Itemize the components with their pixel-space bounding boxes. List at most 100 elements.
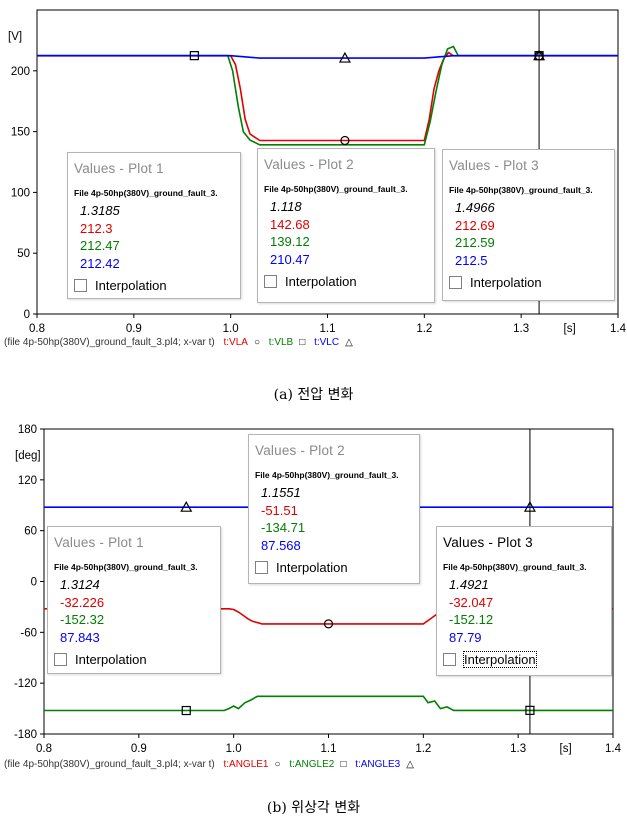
chart-b-ytick-label: -180 <box>14 729 37 741</box>
values-plot-2-panel[interactable]: Values - Plot 2 File 4p-50hp(380V)_groun… <box>257 148 435 303</box>
value-time: 1.1551 <box>261 485 301 500</box>
angle-figure: -180 -120 -60 0 60 120 180 [deg] 0.8 0.9 1.0 1.1 1.2… <box>0 422 627 782</box>
legend-vlb: t:VLB <box>268 337 294 348</box>
values-panel-title: Values - Plot 3 <box>443 535 533 550</box>
chart-a-xtick-label: 1.0 <box>223 323 239 335</box>
value-angle1: -32.226 <box>60 594 105 610</box>
legend-vla: t:VLA <box>223 337 248 348</box>
legend-vlc-marker-icon: △ <box>345 337 353 348</box>
chart-a-xtick-label: 1.3 <box>513 323 529 335</box>
interpolation-option[interactable]: Interpolation <box>255 560 419 575</box>
interpolation-option[interactable]: Interpolation <box>443 651 611 668</box>
value-angle3: 87.79 <box>449 629 482 645</box>
interpolation-checkbox[interactable] <box>74 279 87 292</box>
values-panel-file: File 4p-50hp(380V)_ground_fault_3. <box>264 184 408 194</box>
angle-footer: (file 4p-50hp(380V)_ground_fault_3.pl4; … <box>4 759 420 770</box>
chart-a-ytick-label: 50 <box>17 248 30 260</box>
legend-angle3-marker-icon: △ <box>406 759 414 770</box>
value-time: 1.3185 <box>80 203 120 218</box>
values-plot-1-panel[interactable]: Values - Plot 1 File 4p-50hp(380V)_groun… <box>47 526 221 674</box>
chart-a-series-3-marker <box>338 51 351 63</box>
chart-b-xtick-label: 0.9 <box>131 743 147 755</box>
interpolation-option[interactable]: Interpolation <box>54 652 220 667</box>
value-vlc: 212.42 <box>80 255 120 271</box>
chart-a-ylabel: [V] <box>8 31 22 43</box>
chart-a-ytick-label: 200 <box>11 66 30 78</box>
values-panel-title: Values - Plot 3 <box>449 158 539 173</box>
chart-a-xtick-label: 1.4 <box>610 323 627 335</box>
legend-angle2: t:ANGLE2 <box>289 759 335 770</box>
chart-a-xtick-label: 0.8 <box>29 323 45 335</box>
chart-b-xtick-label: 1.0 <box>226 743 242 755</box>
interpolation-checkbox[interactable] <box>449 276 462 289</box>
chart-b-series-1-marker <box>323 619 334 629</box>
values-plot-2-panel[interactable]: Values - Plot 2 File 4p-50hp(380V)_groun… <box>248 434 420 584</box>
voltage-footer: (file 4p-50hp(380V)_ground_fault_3.pl4; … <box>4 337 359 348</box>
values-panel-file: File 4p-50hp(380V)_ground_fault_3. <box>449 185 593 195</box>
chart-b-series-2-line <box>44 695 613 712</box>
values-plot-3-panel[interactable]: Values - Plot 3 File 4p-50hp(380V)_groun… <box>442 149 615 301</box>
value-time: 1.3124 <box>60 577 100 592</box>
chart-a-xtick-label: 0.9 <box>126 323 142 335</box>
chart-a-xtick-label: 1.1 <box>320 323 336 335</box>
legend-vla-marker-icon: ○ <box>253 337 260 348</box>
interpolation-checkbox[interactable] <box>264 275 277 288</box>
interpolation-label: Interpolation <box>276 560 348 575</box>
values-panel-title: Values - Plot 1 <box>74 161 164 176</box>
chart-b-ytick-label: -120 <box>14 678 37 690</box>
voltage-footer-file: (file 4p-50hp(380V)_ground_fault_3.pl4; … <box>4 337 215 348</box>
chart-a-series-2-line <box>37 45 618 146</box>
chart-a-ytick-label: 0 <box>24 309 30 321</box>
chart-a-ytick-label: 150 <box>11 127 30 139</box>
chart-a-xtick-label: 1.2 <box>416 323 432 335</box>
interpolation-checkbox[interactable] <box>443 653 456 666</box>
interpolation-label: Interpolation <box>95 278 167 293</box>
interpolation-label: Interpolation <box>470 275 542 290</box>
value-vlb: 212.47 <box>80 238 120 253</box>
value-vla: 142.68 <box>270 216 310 232</box>
value-time: 1.4921 <box>449 577 489 592</box>
value-vlc: 212.5 <box>455 252 488 268</box>
value-angle2: -134.71 <box>261 520 306 535</box>
chart-a-series-1-line <box>37 51 618 142</box>
value-angle2: -152.12 <box>449 612 494 627</box>
chart-b-series-2-cursor-marker <box>525 705 535 715</box>
value-vla: 212.69 <box>455 217 495 233</box>
values-plot-3-panel[interactable]: Values - Plot 3 File 4p-50hp(380V)_groun… <box>436 526 612 676</box>
chart-b-series-3-cursor-marker <box>523 500 536 512</box>
chart-b-series-2-marker <box>181 705 191 716</box>
interpolation-checkbox[interactable] <box>255 561 268 574</box>
values-panel-file: File 4p-50hp(380V)_ground_fault_3. <box>54 562 198 572</box>
values-panel-title: Values - Plot 2 <box>264 157 354 172</box>
values-panel-file: File 4p-50hp(380V)_ground_fault_3. <box>255 470 399 480</box>
value-vlb: 139.12 <box>270 234 310 249</box>
interpolation-checkbox[interactable] <box>54 653 67 666</box>
interpolation-option[interactable]: Interpolation <box>264 274 434 289</box>
interpolation-label: Interpolation <box>285 274 357 289</box>
chart-b-series-3-marker <box>180 500 193 512</box>
interpolation-option[interactable]: Interpolation <box>449 275 614 290</box>
chart-a-xunit-label: [s] <box>564 323 576 335</box>
chart-b-xtick-label: 1.3 <box>510 743 526 755</box>
interpolation-label: Interpolation <box>75 652 147 667</box>
value-vlb: 212.59 <box>455 235 495 250</box>
chart-b-ytick-label: 120 <box>18 475 37 487</box>
values-plot-1-panel[interactable]: Values - Plot 1 File 4p-50hp(380V)_groun… <box>67 152 241 299</box>
interpolation-label: Interpolation <box>463 651 537 668</box>
legend-angle2-marker-icon: □ <box>340 759 347 770</box>
values-panel-file: File 4p-50hp(380V)_ground_fault_3. <box>74 188 218 198</box>
legend-angle1-marker-icon: ○ <box>274 759 281 770</box>
chart-b-ytick-label: 0 <box>31 577 37 589</box>
legend-vlc: t:VLC <box>314 337 340 348</box>
chart-b-ytick-label: 180 <box>18 424 37 436</box>
chart-a-ytick-label: 100 <box>11 187 30 199</box>
value-angle1: -51.51 <box>261 502 298 518</box>
value-angle2: -152.32 <box>60 612 105 627</box>
chart-b-ytick-label: 60 <box>24 526 37 538</box>
value-time: 1.4966 <box>455 200 495 215</box>
interpolation-option[interactable]: Interpolation <box>74 278 240 293</box>
value-vlc: 210.47 <box>270 251 310 267</box>
values-panel-file: File 4p-50hp(380V)_ground_fault_3. <box>443 562 587 572</box>
legend-vlb-marker-icon: □ <box>299 337 306 348</box>
value-angle3: 87.568 <box>261 537 301 553</box>
